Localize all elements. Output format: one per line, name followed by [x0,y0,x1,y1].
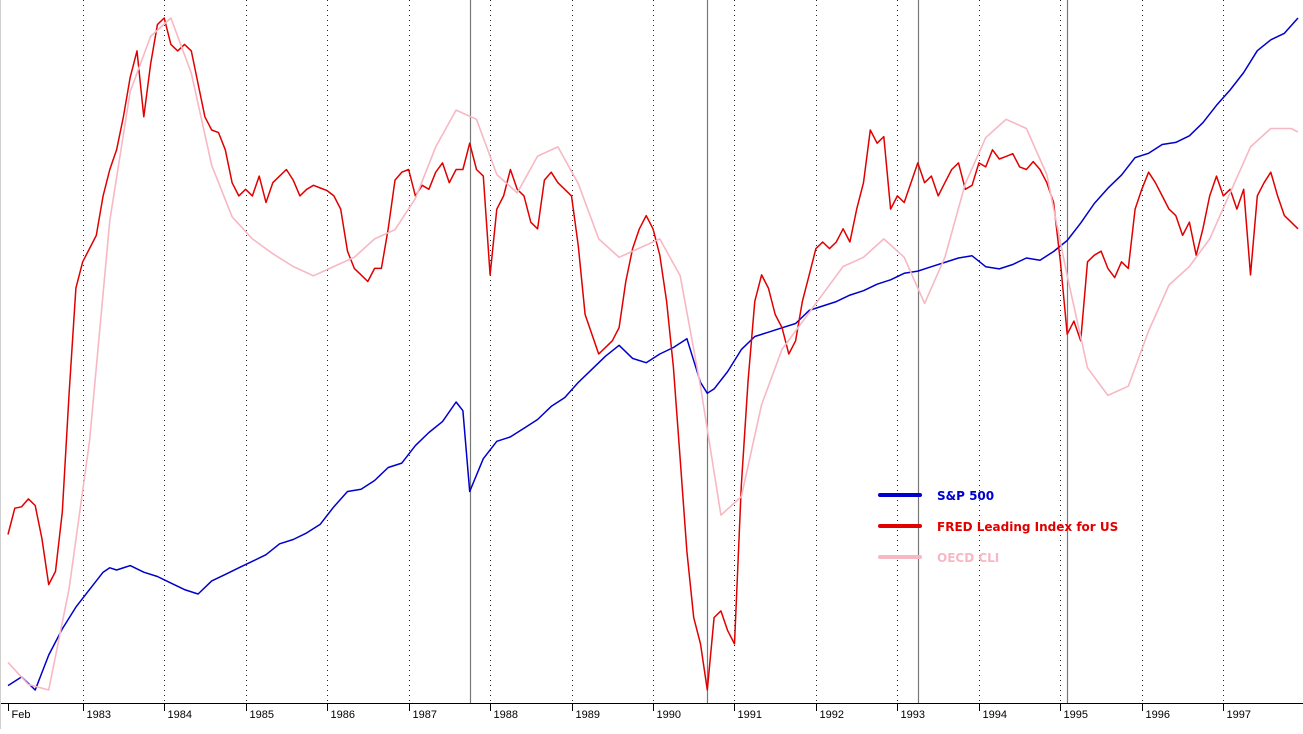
event-markers [471,0,1068,703]
x-tick-label: 1997 [1227,709,1251,721]
x-tick-label: 1992 [820,709,844,721]
x-tick-label: 1994 [983,709,1007,721]
x-tick-label: 1986 [331,709,355,721]
x-tick-label: 1993 [901,709,925,721]
x-tick-label: 1990 [657,709,681,721]
series-line-oecd-cli [8,18,1298,690]
x-tick-label: Feb [12,709,31,721]
legend-label: FRED Leading Index for US [937,520,1118,534]
series-lines [8,18,1298,690]
x-tick-label: 1991 [738,709,762,721]
x-tick-label: 1985 [250,709,274,721]
legend-label: OECD CLI [937,551,999,565]
legend: S&P 500 FRED Leading Index for US OECD CLI [880,489,1118,565]
grid-lines [84,0,1303,703]
x-tick-label: 1996 [1146,709,1170,721]
x-tick-label: 1984 [168,709,192,721]
x-tick-label: 1983 [87,709,111,721]
x-tick-label: 1995 [1064,709,1088,721]
x-tick-label: 1989 [576,709,600,721]
x-tick-label: 1987 [413,709,437,721]
legend-label: S&P 500 [937,489,994,503]
x-tick-label: 1988 [494,709,518,721]
